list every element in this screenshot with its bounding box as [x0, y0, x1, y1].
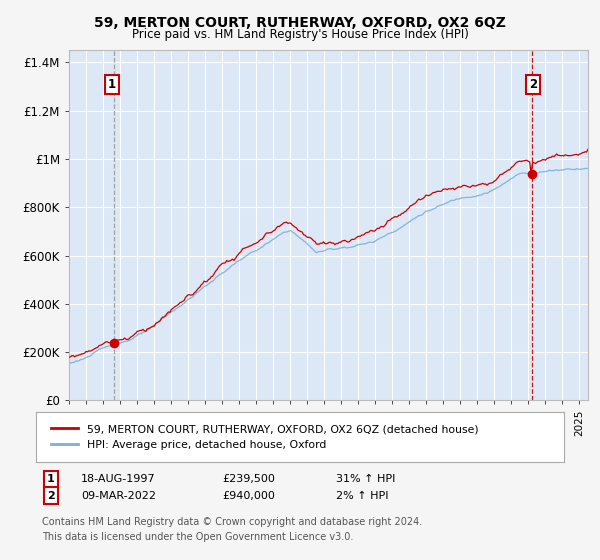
Text: £940,000: £940,000 [222, 491, 275, 501]
Text: 1: 1 [108, 78, 116, 91]
Text: Contains HM Land Registry data © Crown copyright and database right 2024.
This d: Contains HM Land Registry data © Crown c… [42, 517, 422, 542]
Legend: 59, MERTON COURT, RUTHERWAY, OXFORD, OX2 6QZ (detached house), HPI: Average pric: 59, MERTON COURT, RUTHERWAY, OXFORD, OX2… [47, 420, 483, 454]
Text: 18-AUG-1997: 18-AUG-1997 [81, 474, 155, 484]
Text: 2: 2 [47, 491, 55, 501]
Text: 59, MERTON COURT, RUTHERWAY, OXFORD, OX2 6QZ: 59, MERTON COURT, RUTHERWAY, OXFORD, OX2… [94, 16, 506, 30]
Text: Price paid vs. HM Land Registry's House Price Index (HPI): Price paid vs. HM Land Registry's House … [131, 28, 469, 41]
Text: 09-MAR-2022: 09-MAR-2022 [81, 491, 156, 501]
Text: 1: 1 [47, 474, 55, 484]
Text: £239,500: £239,500 [222, 474, 275, 484]
Text: 31% ↑ HPI: 31% ↑ HPI [336, 474, 395, 484]
Text: 2% ↑ HPI: 2% ↑ HPI [336, 491, 389, 501]
Text: 2: 2 [529, 78, 538, 91]
